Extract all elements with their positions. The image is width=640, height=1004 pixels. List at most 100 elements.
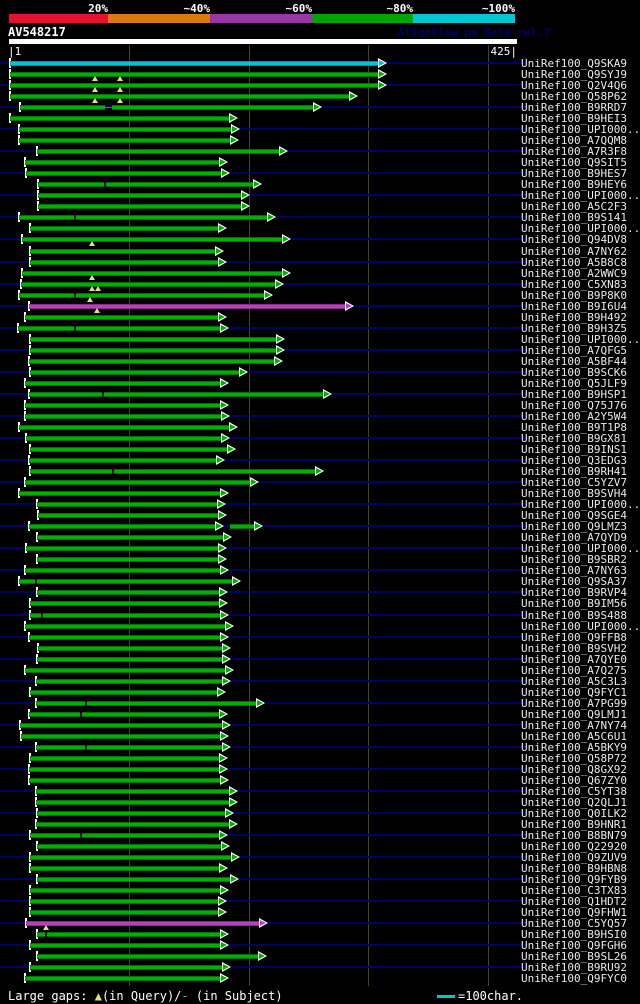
alignment-bar[interactable]	[30, 447, 228, 452]
subject-label[interactable]: UniRef100_A7QYE0	[521, 653, 627, 666]
alignment-bar[interactable]	[36, 679, 223, 684]
subject-label[interactable]: UniRef100_A5C6U1	[521, 730, 627, 743]
alignment-bar[interactable]	[19, 293, 265, 298]
alignment-bar[interactable]	[22, 237, 283, 242]
alignment-bar[interactable]	[37, 877, 231, 882]
subject-label[interactable]: UniRef100_B9HEI3	[521, 112, 627, 125]
alignment-bar[interactable]	[10, 72, 379, 77]
alignment-bar[interactable]	[25, 480, 251, 485]
alignment-bar[interactable]	[18, 326, 221, 331]
subject-label[interactable]: UniRef100_Q94DV8	[521, 233, 627, 246]
subject-label[interactable]: UniRef100_UPI000..	[521, 333, 640, 346]
alignment-bar[interactable]	[26, 171, 222, 176]
subject-label[interactable]: UniRef100_Q9SA37	[521, 575, 627, 588]
alignment-bar[interactable]	[29, 392, 324, 397]
subject-label[interactable]: UniRef100_C5YT38	[521, 785, 627, 798]
alignment-bar[interactable]	[37, 811, 226, 816]
alignment-bar[interactable]	[36, 745, 223, 750]
alignment-bar[interactable]	[20, 723, 223, 728]
subject-label[interactable]: UniRef100_B9HSI0	[521, 928, 627, 941]
alignment-bar[interactable]	[25, 315, 219, 320]
alignment-bar[interactable]	[37, 932, 221, 937]
subject-label[interactable]: UniRef100_A5B8C8	[521, 256, 627, 269]
alignment-bar[interactable]	[19, 425, 230, 430]
alignment-bar[interactable]	[37, 557, 219, 562]
alignment-bar[interactable]	[37, 535, 224, 540]
alignment-bar[interactable]	[29, 712, 220, 717]
subject-label[interactable]: UniRef100_Q2V4Q6	[521, 79, 627, 92]
alignment-bar[interactable]	[30, 965, 223, 970]
alignment-bar[interactable]	[30, 943, 221, 948]
subject-label[interactable]: UniRef100_UPI000..	[521, 123, 640, 136]
alignment-bar[interactable]	[30, 888, 221, 893]
subject-label[interactable]: UniRef100_C5YQ57	[521, 917, 627, 930]
alignment-bar[interactable]	[37, 502, 218, 507]
alignment-bar[interactable]	[36, 789, 230, 794]
subject-label[interactable]: UniRef100_B9T1P8	[521, 421, 627, 434]
alignment-bar[interactable]	[30, 899, 219, 904]
subject-label[interactable]: UniRef100_Q9FYB9	[521, 873, 627, 886]
subject-label[interactable]: UniRef100_B9HBN8	[521, 862, 627, 875]
subject-label[interactable]: UniRef100_A7QYD9	[521, 531, 627, 544]
alignment-bar[interactable]	[25, 976, 221, 981]
subject-label[interactable]: UniRef100_B9HSP1	[521, 388, 627, 401]
alignment-bar[interactable]	[29, 635, 221, 640]
alignment-bar[interactable]	[30, 910, 219, 915]
alignment-bar[interactable]	[30, 226, 219, 231]
subject-label[interactable]: UniRef100_B9HES7	[521, 167, 627, 180]
alignment-bar[interactable]	[36, 701, 257, 706]
subject-label[interactable]: UniRef100_C5YZV7	[521, 476, 627, 489]
alignment-bar[interactable]	[30, 601, 220, 606]
alignment-bar[interactable]	[38, 193, 242, 198]
subject-label[interactable]: UniRef100_Q5JLF9	[521, 377, 627, 390]
subject-label[interactable]: UniRef100_Q9FHW1	[521, 906, 627, 919]
alignment-bar[interactable]	[29, 359, 275, 364]
subject-label[interactable]: UniRef100_B9H3Z5	[521, 322, 627, 335]
alignment-bar[interactable]	[38, 646, 223, 651]
subject-label[interactable]: UniRef100_B9RVP4	[521, 586, 627, 599]
subject-label[interactable]: UniRef100_Q1HDT2	[521, 895, 627, 908]
alignment-bar[interactable]	[112, 105, 314, 110]
subject-label[interactable]: UniRef100_Q2QLJ1	[521, 796, 627, 809]
subject-label[interactable]: UniRef100_Q9FGH6	[521, 939, 627, 952]
subject-label[interactable]: UniRef100_Q9SYJ9	[521, 68, 627, 81]
alignment-bar[interactable]	[19, 215, 268, 220]
alignment-bar[interactable]	[26, 921, 260, 926]
alignment-bar[interactable]	[29, 304, 346, 309]
alignment-bar[interactable]	[30, 348, 277, 353]
subject-label[interactable]: UniRef100_Q9FFB8	[521, 631, 627, 644]
subject-label[interactable]: UniRef100_A7R3F8	[521, 145, 627, 158]
subject-label[interactable]: UniRef100_A7Q275	[521, 664, 627, 677]
subject-label[interactable]: UniRef100_B9INS1	[521, 443, 627, 456]
subject-label[interactable]: UniRef100_C5XN83	[521, 278, 627, 291]
subject-label[interactable]: UniRef100_Q3EDG3	[521, 454, 627, 467]
alignment-bar[interactable]	[30, 260, 219, 265]
subject-label[interactable]: UniRef100_Q9FYC0	[521, 972, 627, 985]
alignment-bar[interactable]	[38, 204, 242, 209]
alignment-bar[interactable]	[37, 590, 220, 595]
subject-label[interactable]: UniRef100_UPI000..	[521, 620, 640, 633]
subject-label[interactable]: UniRef100_Q75J76	[521, 399, 627, 412]
alignment-bar[interactable]	[25, 624, 226, 629]
alignment-bar[interactable]	[29, 778, 221, 783]
subject-label[interactable]: UniRef100_B9RH41	[521, 465, 627, 478]
subject-label[interactable]: UniRef100_A5BKY9	[521, 741, 627, 754]
alignment-bar[interactable]	[21, 734, 221, 739]
alignment-bar[interactable]	[25, 381, 221, 386]
subject-label[interactable]: UniRef100_Q67ZY0	[521, 774, 627, 787]
subject-label[interactable]: UniRef100_B9RU92	[521, 961, 627, 974]
subject-label[interactable]: UniRef100_UPI000..	[521, 222, 640, 235]
alignment-bar[interactable]	[230, 524, 255, 529]
alignment-bar[interactable]	[19, 138, 231, 143]
subject-label[interactable]: UniRef100_B9HEY6	[521, 178, 627, 191]
subject-label[interactable]: UniRef100_B9RRD7	[521, 101, 627, 114]
subject-label[interactable]: UniRef100_A7QQM8	[521, 134, 627, 147]
subject-label[interactable]: UniRef100_A5C3L3	[521, 675, 627, 688]
alignment-bar[interactable]	[29, 458, 217, 463]
subject-label[interactable]: UniRef100_A5BF44	[521, 355, 627, 368]
alignment-bar[interactable]	[22, 271, 283, 276]
subject-label[interactable]: UniRef100_UPI000..	[521, 189, 640, 202]
subject-label[interactable]: UniRef100_UPI000..	[521, 498, 640, 511]
alignment-bar[interactable]	[37, 844, 222, 849]
subject-label[interactable]: UniRef100_Q9LMZ3	[521, 520, 627, 533]
